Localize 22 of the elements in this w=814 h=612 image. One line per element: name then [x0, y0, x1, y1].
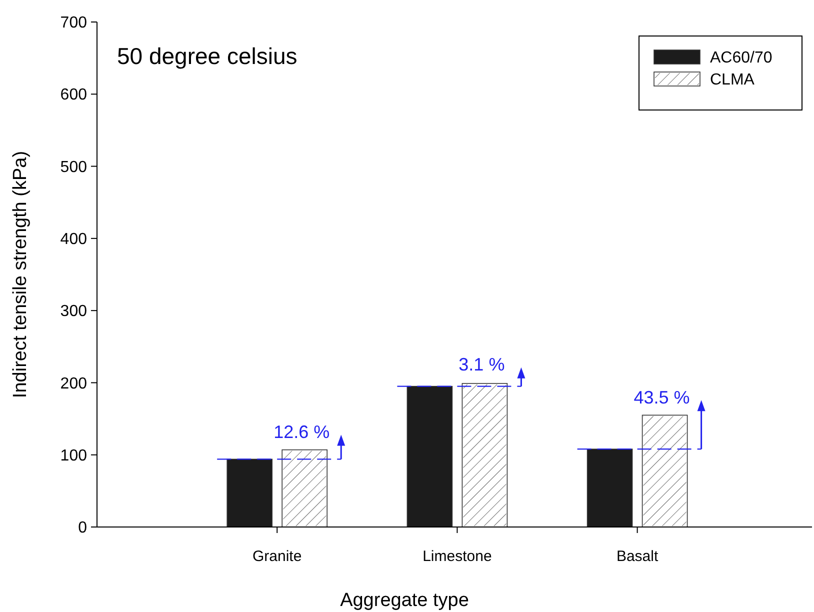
annotation: 3.1 % — [458, 354, 505, 375]
x-tick-label: Limestone — [422, 548, 492, 565]
bar — [406, 386, 453, 528]
legend-label: AC60/70 — [710, 50, 772, 67]
y-tick-label: 400 — [60, 231, 88, 248]
y-tick-label: 500 — [60, 158, 88, 176]
y-tick-label: 700 — [60, 14, 88, 32]
x-axis-title: Aggregate type — [340, 590, 469, 611]
y-tick-label: 0 — [78, 520, 88, 537]
annotation: 43.5 % — [634, 387, 690, 408]
annotation: 12.6 % — [274, 422, 330, 442]
y-tick-label: 600 — [60, 86, 88, 104]
x-tick-label: Basalt — [616, 548, 659, 565]
y-tick-label: 100 — [60, 447, 88, 464]
bar — [226, 458, 272, 528]
bar — [586, 448, 633, 528]
legend-label: CLMA — [710, 72, 755, 89]
x-tick-label: Granite — [252, 548, 302, 565]
y-axis-title: Indirect tensile strength (kPa) — [10, 150, 31, 398]
y-tick-label: 300 — [60, 303, 88, 320]
y-tick-label: 200 — [60, 375, 88, 392]
text: 50 degree celsius — [117, 43, 298, 69]
